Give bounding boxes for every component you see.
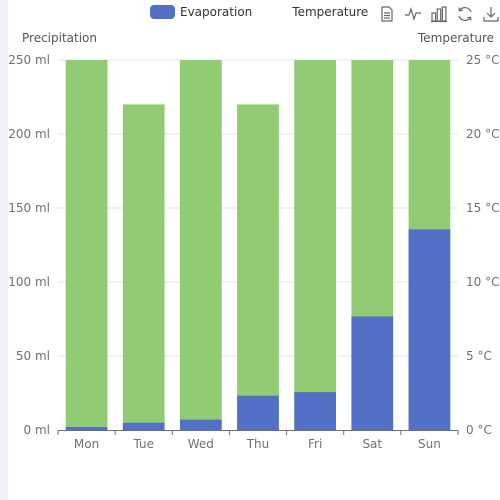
x-tick-label: Tue <box>132 437 154 451</box>
bar-evaporation-fri[interactable] <box>294 392 336 430</box>
right-tick-label: 15 °C <box>466 201 499 215</box>
bar-series <box>65 60 451 430</box>
legend-label-temperature: Temperature <box>292 5 369 19</box>
bar-chart-icon[interactable] <box>430 5 448 23</box>
bar-precipitation-fri[interactable] <box>294 60 336 430</box>
bar-evaporation-sun[interactable] <box>408 229 451 430</box>
bar-evaporation-tue[interactable] <box>122 422 165 430</box>
x-tick-label: Sun <box>418 437 441 451</box>
x-tick-label: Mon <box>74 437 99 451</box>
left-tick-label: 50 ml <box>16 349 50 363</box>
save-image-icon[interactable] <box>482 5 500 23</box>
bar-evaporation-sat[interactable] <box>351 316 394 430</box>
legend-item-evaporation[interactable]: Evaporation <box>150 5 252 19</box>
axes: 0 ml 50 ml 100 ml 150 ml 200 ml 250 ml 0 °C 5 °… <box>8 53 499 451</box>
right-tick-label: 20 °C <box>466 127 499 141</box>
right-tick-label: 10 °C <box>466 275 499 289</box>
right-tick-label: 0 °C <box>466 423 492 437</box>
left-tick-label: 250 ml <box>8 53 50 67</box>
legend-item-temperature[interactable]: Temperature <box>292 5 368 19</box>
left-tick-label: 100 ml <box>8 275 50 289</box>
x-tick-label: Sat <box>362 437 382 451</box>
restore-icon[interactable] <box>456 5 474 23</box>
right-tick-label: 25 °C <box>466 53 499 67</box>
chart-legend: Evaporation Temperature <box>150 3 368 21</box>
x-tick-label: Thu <box>246 437 270 451</box>
bar-precipitation-tue[interactable] <box>122 104 165 430</box>
left-tick-label: 150 ml <box>8 201 50 215</box>
data-view-icon[interactable] <box>378 5 396 23</box>
bar-precipitation-thu[interactable] <box>237 104 279 430</box>
right-axis-title: Temperature <box>417 31 494 45</box>
x-tick-label: Wed <box>188 437 214 451</box>
left-axis-title: Precipitation <box>22 31 97 45</box>
left-tick-label: 200 ml <box>8 127 50 141</box>
left-tick-label: 0 ml <box>24 423 50 437</box>
chart-toolbox <box>378 5 500 23</box>
bar-precipitation-mon[interactable] <box>65 60 108 430</box>
left-panel-strip <box>0 0 8 500</box>
x-tick-label: Fri <box>308 437 322 451</box>
bar-evaporation-mon[interactable] <box>65 427 108 430</box>
bar-evaporation-thu[interactable] <box>237 395 279 430</box>
line-chart-icon[interactable] <box>404 5 422 23</box>
right-tick-label: 5 °C <box>466 349 492 363</box>
bars-clip-group <box>65 60 451 430</box>
bar-evaporation-wed[interactable] <box>180 419 222 430</box>
bar-precipitation-wed[interactable] <box>180 60 222 430</box>
legend-label-evaporation: Evaporation <box>180 5 253 19</box>
legend-swatch-evaporation <box>150 5 175 19</box>
